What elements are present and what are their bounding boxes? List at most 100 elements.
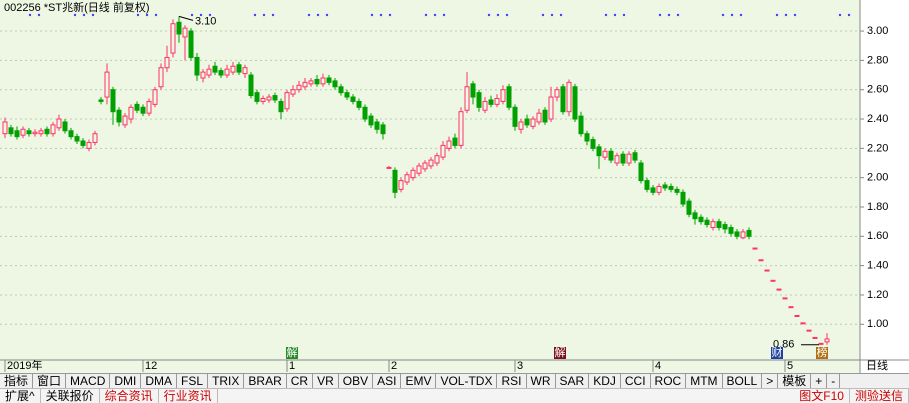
- event-dot: [622, 13, 626, 17]
- tab[interactable]: 图文F10: [794, 389, 850, 403]
- tab[interactable]: 行业资讯: [159, 389, 218, 403]
- candle-body: [692, 212, 698, 220]
- tab[interactable]: OBV: [339, 374, 374, 389]
- tab[interactable]: 关联报价: [41, 389, 100, 403]
- candle-body: [512, 106, 518, 127]
- event-dot: [442, 13, 446, 17]
- candle-body: [110, 89, 116, 113]
- event-dot: [208, 13, 212, 17]
- candle-body: [158, 67, 164, 88]
- tab[interactable]: >: [762, 374, 779, 389]
- event-dot: [739, 13, 743, 17]
- candle-body: [248, 74, 254, 97]
- candle-body: [278, 100, 284, 113]
- annotation-arrow: [178, 15, 194, 21]
- tab[interactable]: VR: [313, 374, 339, 389]
- candle-body: [122, 115, 128, 126]
- tab[interactable]: KDJ: [589, 374, 621, 389]
- event-dot: [784, 13, 788, 17]
- candle-body: [398, 180, 404, 190]
- candle-body: [272, 95, 278, 101]
- candle-body: [608, 150, 614, 161]
- event-dot: [388, 13, 392, 17]
- candle-body: [302, 81, 308, 88]
- tab[interactable]: ASI: [373, 374, 402, 389]
- tab[interactable]: 指标: [0, 374, 34, 389]
- event-marker: [771, 347, 783, 359]
- candle-body: [194, 56, 200, 76]
- y-tick-label: 1.40: [867, 260, 888, 272]
- candle-body: [380, 124, 386, 135]
- y-tick-label: 2.00: [867, 172, 888, 184]
- event-marker: [286, 347, 298, 359]
- candle-body: [620, 153, 626, 164]
- x-tick-label: 4: [655, 360, 661, 372]
- candle-body: [488, 99, 494, 105]
- x-tick-label: 1: [289, 360, 295, 372]
- event-dot: [154, 13, 158, 17]
- tab[interactable]: ROC: [651, 374, 687, 389]
- event-dot: [847, 13, 851, 17]
- candle-body: [686, 200, 692, 215]
- tab[interactable]: WR: [527, 374, 556, 389]
- tab[interactable]: +: [811, 374, 828, 389]
- y-tick-label: 3.00: [867, 25, 888, 37]
- x-tick-label: 2019年: [7, 358, 42, 372]
- tab[interactable]: EMV: [401, 374, 437, 389]
- plot-bg: [0, 0, 860, 373]
- candle-body: [254, 92, 260, 102]
- candle-body: [404, 174, 410, 183]
- tab[interactable]: MACD: [66, 374, 111, 389]
- candle-body: [452, 137, 458, 146]
- event-dot: [136, 13, 140, 17]
- tab[interactable]: 综合资讯: [100, 389, 159, 403]
- tab[interactable]: 窗口: [33, 374, 67, 389]
- tab[interactable]: TRIX: [208, 374, 245, 389]
- candle-body: [20, 128, 26, 136]
- candle-body: [668, 185, 674, 190]
- candle-body: [80, 140, 86, 146]
- candle-body: [170, 23, 176, 54]
- tab[interactable]: DMI: [110, 374, 142, 389]
- candle-body: [698, 216, 704, 223]
- candle-body: [560, 86, 566, 113]
- bottom-tabs: 扩展^ 关联报价 综合资讯 行业资讯 图文F10 测验送信: [0, 388, 909, 403]
- tab[interactable]: BOLL: [723, 374, 763, 389]
- candle-body: [464, 86, 470, 111]
- candle-body: [470, 83, 476, 98]
- candle-body: [800, 322, 806, 325]
- tab[interactable]: 测验送信: [850, 389, 909, 403]
- tab[interactable]: MTM: [686, 374, 723, 389]
- candle-body: [92, 133, 98, 143]
- tab[interactable]: VOL-TDX: [436, 374, 498, 389]
- candle-body: [128, 106, 134, 120]
- x-tick-label: 12: [145, 360, 157, 372]
- event-dot: [190, 13, 194, 17]
- tab[interactable]: 扩展^: [0, 389, 41, 403]
- tab[interactable]: FSL: [177, 374, 209, 389]
- candle-body: [56, 118, 62, 129]
- tab[interactable]: BRAR: [244, 374, 287, 389]
- candle-body: [494, 98, 500, 105]
- tab[interactable]: RSI: [497, 374, 527, 389]
- candle-body: [176, 21, 182, 35]
- tab[interactable]: CR: [287, 374, 314, 389]
- event-dot: [28, 13, 32, 17]
- candle-body: [530, 118, 536, 127]
- candle-body: [362, 106, 368, 120]
- tab[interactable]: 模板: [778, 374, 812, 389]
- candle-body: [650, 187, 656, 193]
- candle-body: [506, 86, 512, 108]
- candle-body: [782, 297, 788, 300]
- y-tick-label: 1.00: [867, 318, 888, 330]
- y-tick-label: 1.20: [867, 289, 888, 301]
- tab[interactable]: CCI: [621, 374, 651, 389]
- candle-body: [788, 306, 794, 309]
- candle-body: [548, 96, 554, 120]
- tab[interactable]: -: [827, 374, 841, 389]
- candle-body: [446, 140, 452, 149]
- tab[interactable]: SAR: [556, 374, 590, 389]
- axis-bg: [860, 0, 909, 373]
- tab[interactable]: DMA: [141, 374, 178, 389]
- candle-body: [812, 336, 818, 339]
